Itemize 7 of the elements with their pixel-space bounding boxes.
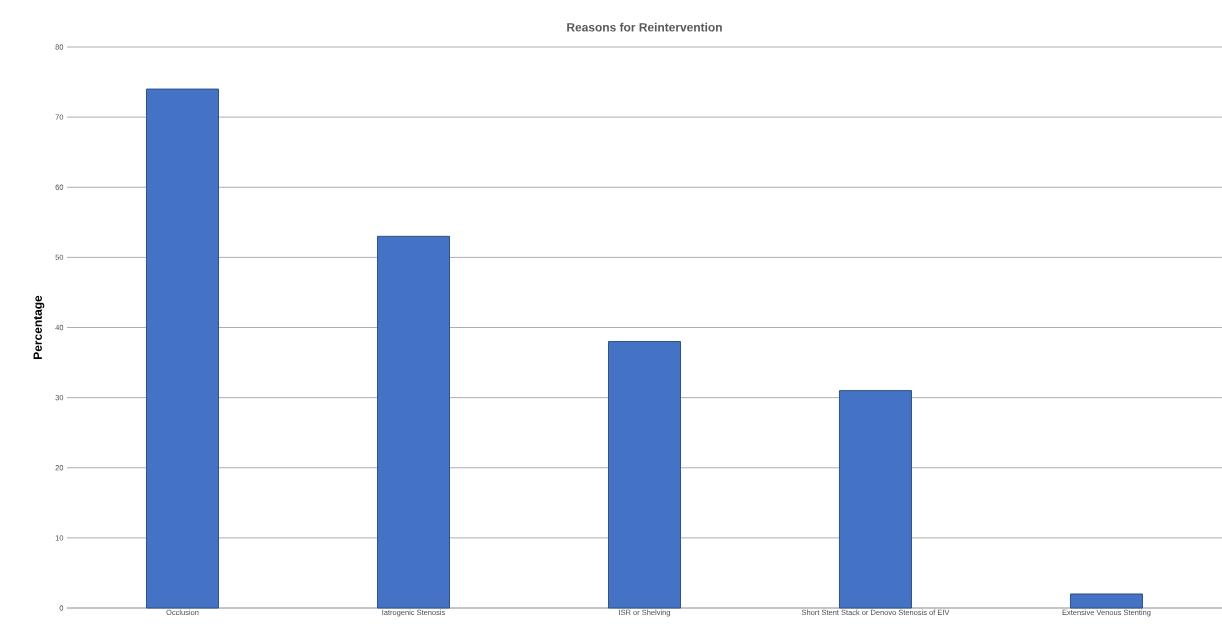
bar [838,390,912,609]
bar [1069,593,1143,609]
bar [607,341,681,609]
chart-title: Reasons for Reintervention [567,22,722,32]
bar [376,235,450,609]
bar [146,88,219,609]
y-axis-title: Percentage [33,295,45,359]
